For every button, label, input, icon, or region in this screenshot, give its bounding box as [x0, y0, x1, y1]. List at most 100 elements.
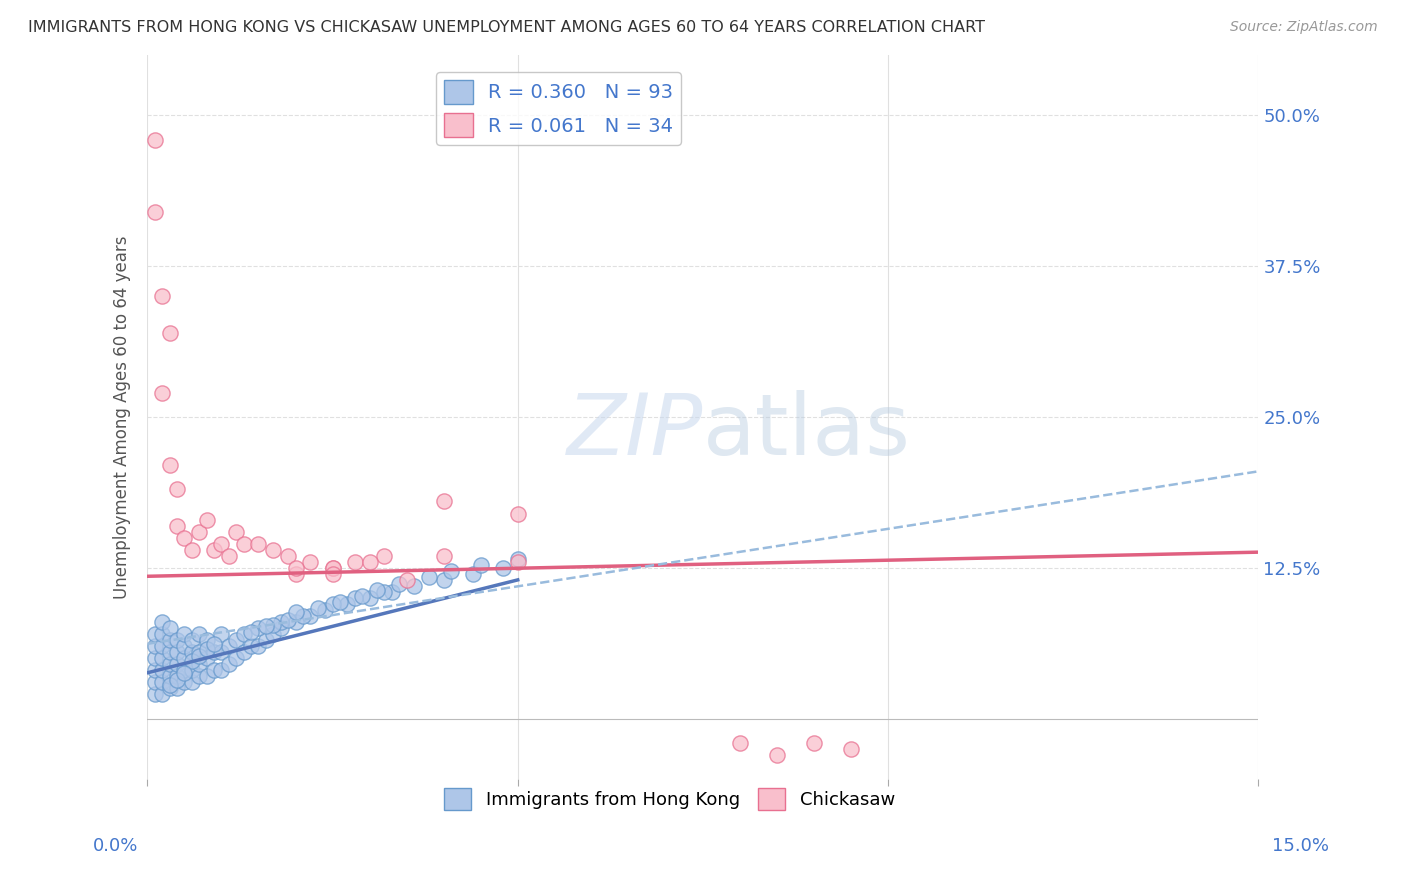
- Point: [211, 537, 233, 551]
- Point: [240, 624, 263, 639]
- Point: [150, 627, 173, 641]
- Point: [343, 591, 366, 605]
- Text: IMMIGRANTS FROM HONG KONG VS CHICKASAW UNEMPLOYMENT AMONG AGES 60 TO 64 YEARS CO: IMMIGRANTS FROM HONG KONG VS CHICKASAW U…: [28, 20, 986, 35]
- Point: [225, 524, 247, 539]
- Point: [166, 633, 188, 648]
- Point: [202, 637, 225, 651]
- Text: 0.0%: 0.0%: [93, 837, 138, 855]
- Point: [262, 617, 284, 632]
- Point: [143, 639, 166, 653]
- Point: [150, 289, 173, 303]
- Point: [166, 483, 188, 497]
- Point: [166, 669, 188, 683]
- Point: [173, 639, 195, 653]
- Point: [195, 669, 218, 683]
- Point: [150, 688, 173, 702]
- Point: [173, 651, 195, 665]
- Point: [381, 585, 404, 599]
- Point: [433, 573, 456, 587]
- Point: [284, 566, 307, 581]
- Point: [218, 549, 240, 563]
- Point: [173, 664, 195, 678]
- Point: [343, 555, 366, 569]
- Point: [492, 561, 515, 575]
- Point: [195, 641, 218, 656]
- Point: [188, 627, 211, 641]
- Point: [463, 566, 485, 581]
- Point: [150, 615, 173, 629]
- Point: [433, 549, 456, 563]
- Point: [366, 582, 388, 597]
- Point: [188, 648, 211, 663]
- Point: [262, 542, 284, 557]
- Point: [159, 621, 181, 635]
- Point: [188, 645, 211, 659]
- Point: [159, 326, 181, 340]
- Point: [150, 385, 173, 400]
- Point: [329, 594, 352, 608]
- Point: [240, 639, 263, 653]
- Point: [180, 542, 202, 557]
- Point: [284, 606, 307, 620]
- Point: [232, 645, 254, 659]
- Point: [299, 609, 322, 624]
- Point: [202, 645, 225, 659]
- Text: 15.0%: 15.0%: [1272, 837, 1329, 855]
- Point: [159, 678, 181, 692]
- Point: [766, 747, 789, 762]
- Point: [225, 651, 247, 665]
- Legend: Immigrants from Hong Kong, Chickasaw: Immigrants from Hong Kong, Chickasaw: [437, 780, 903, 817]
- Point: [188, 669, 211, 683]
- Point: [262, 627, 284, 641]
- Point: [254, 633, 277, 648]
- Point: [143, 664, 166, 678]
- Point: [322, 566, 344, 581]
- Text: atlas: atlas: [703, 390, 911, 473]
- Point: [225, 633, 247, 648]
- Point: [150, 664, 173, 678]
- Point: [159, 458, 181, 473]
- Point: [803, 736, 825, 750]
- Point: [277, 613, 299, 627]
- Point: [218, 639, 240, 653]
- Point: [173, 675, 195, 690]
- Point: [211, 664, 233, 678]
- Point: [173, 665, 195, 680]
- Point: [728, 736, 751, 750]
- Text: ZIP: ZIP: [567, 390, 703, 473]
- Point: [277, 549, 299, 563]
- Point: [166, 518, 188, 533]
- Point: [159, 633, 181, 648]
- Point: [143, 132, 166, 146]
- Point: [188, 524, 211, 539]
- Point: [322, 597, 344, 611]
- Point: [211, 627, 233, 641]
- Point: [143, 651, 166, 665]
- Point: [506, 507, 529, 521]
- Y-axis label: Unemployment Among Ages 60 to 64 years: Unemployment Among Ages 60 to 64 years: [114, 235, 131, 599]
- Point: [173, 627, 195, 641]
- Point: [159, 669, 181, 683]
- Point: [211, 645, 233, 659]
- Point: [470, 558, 492, 573]
- Point: [166, 657, 188, 672]
- Point: [307, 600, 329, 615]
- Point: [418, 570, 440, 584]
- Point: [159, 657, 181, 672]
- Point: [232, 627, 254, 641]
- Point: [150, 675, 173, 690]
- Point: [322, 561, 344, 575]
- Point: [359, 555, 381, 569]
- Point: [159, 681, 181, 696]
- Point: [322, 561, 344, 575]
- Point: [284, 615, 307, 629]
- Point: [143, 675, 166, 690]
- Point: [388, 576, 411, 591]
- Point: [218, 657, 240, 672]
- Point: [352, 589, 374, 603]
- Point: [159, 645, 181, 659]
- Point: [202, 542, 225, 557]
- Point: [232, 537, 254, 551]
- Point: [402, 579, 425, 593]
- Point: [336, 597, 359, 611]
